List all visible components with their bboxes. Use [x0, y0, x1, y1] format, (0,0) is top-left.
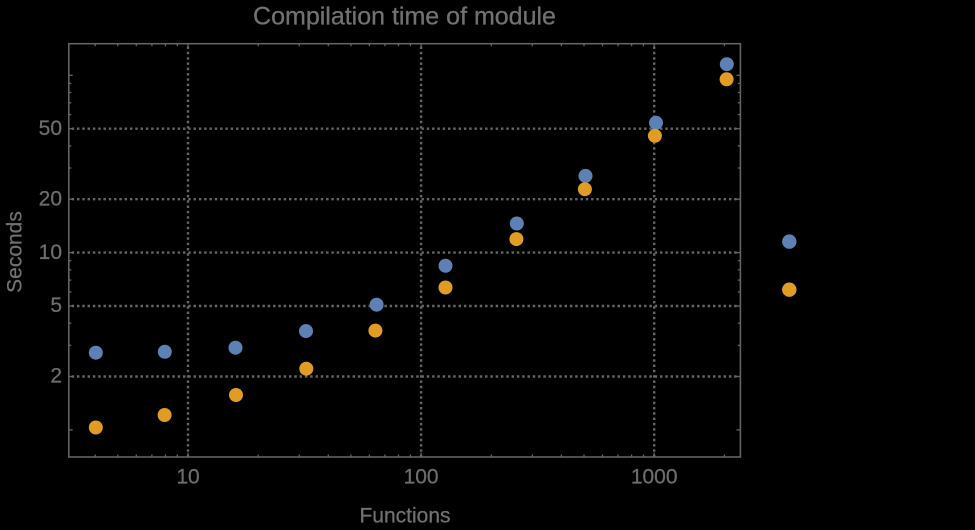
- svg-text:Seconds: Seconds: [4, 211, 27, 293]
- svg-text:10: 10: [176, 466, 199, 489]
- svg-text:100: 100: [404, 466, 439, 489]
- svg-text:20: 20: [39, 187, 62, 210]
- svg-text:5: 5: [50, 294, 62, 317]
- svg-text:50: 50: [39, 117, 62, 140]
- svg-text:1000: 1000: [631, 466, 678, 489]
- svg-text:10: 10: [39, 241, 62, 264]
- svg-text:Compilation time of module: Compilation time of module: [253, 3, 556, 31]
- svg-text:Functions: Functions: [359, 505, 450, 525]
- svg-text:2: 2: [50, 365, 62, 388]
